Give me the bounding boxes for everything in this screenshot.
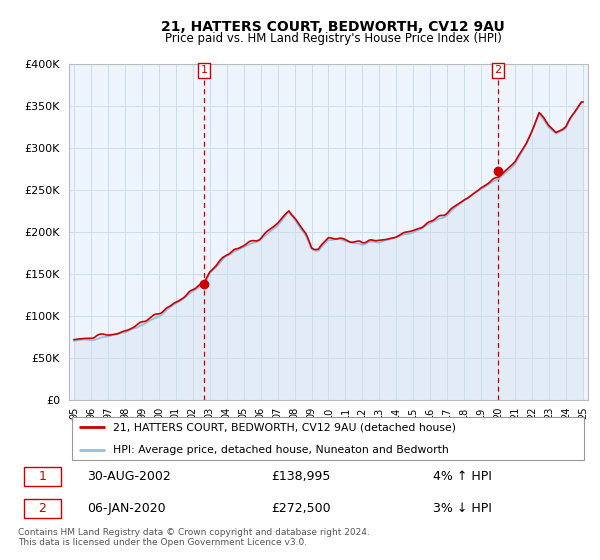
Text: 3% ↓ HPI: 3% ↓ HPI <box>433 502 491 515</box>
Text: HPI: Average price, detached house, Nuneaton and Bedworth: HPI: Average price, detached house, Nune… <box>113 445 449 455</box>
FancyBboxPatch shape <box>24 467 61 486</box>
Text: Contains HM Land Registry data © Crown copyright and database right 2024.
This d: Contains HM Land Registry data © Crown c… <box>18 528 370 547</box>
FancyBboxPatch shape <box>71 417 584 460</box>
Text: Price paid vs. HM Land Registry's House Price Index (HPI): Price paid vs. HM Land Registry's House … <box>164 32 502 45</box>
Text: 4% ↑ HPI: 4% ↑ HPI <box>433 470 491 483</box>
Text: 1: 1 <box>200 66 208 75</box>
Text: 2: 2 <box>38 502 46 515</box>
Text: 21, HATTERS COURT, BEDWORTH, CV12 9AU (detached house): 21, HATTERS COURT, BEDWORTH, CV12 9AU (d… <box>113 422 456 432</box>
Text: 06-JAN-2020: 06-JAN-2020 <box>87 502 166 515</box>
Text: 30-AUG-2002: 30-AUG-2002 <box>87 470 171 483</box>
Text: 1: 1 <box>38 470 46 483</box>
Text: 21, HATTERS COURT, BEDWORTH, CV12 9AU: 21, HATTERS COURT, BEDWORTH, CV12 9AU <box>161 20 505 34</box>
Text: £138,995: £138,995 <box>271 470 331 483</box>
Text: 2: 2 <box>494 66 502 75</box>
Text: £272,500: £272,500 <box>271 502 331 515</box>
FancyBboxPatch shape <box>24 500 61 519</box>
